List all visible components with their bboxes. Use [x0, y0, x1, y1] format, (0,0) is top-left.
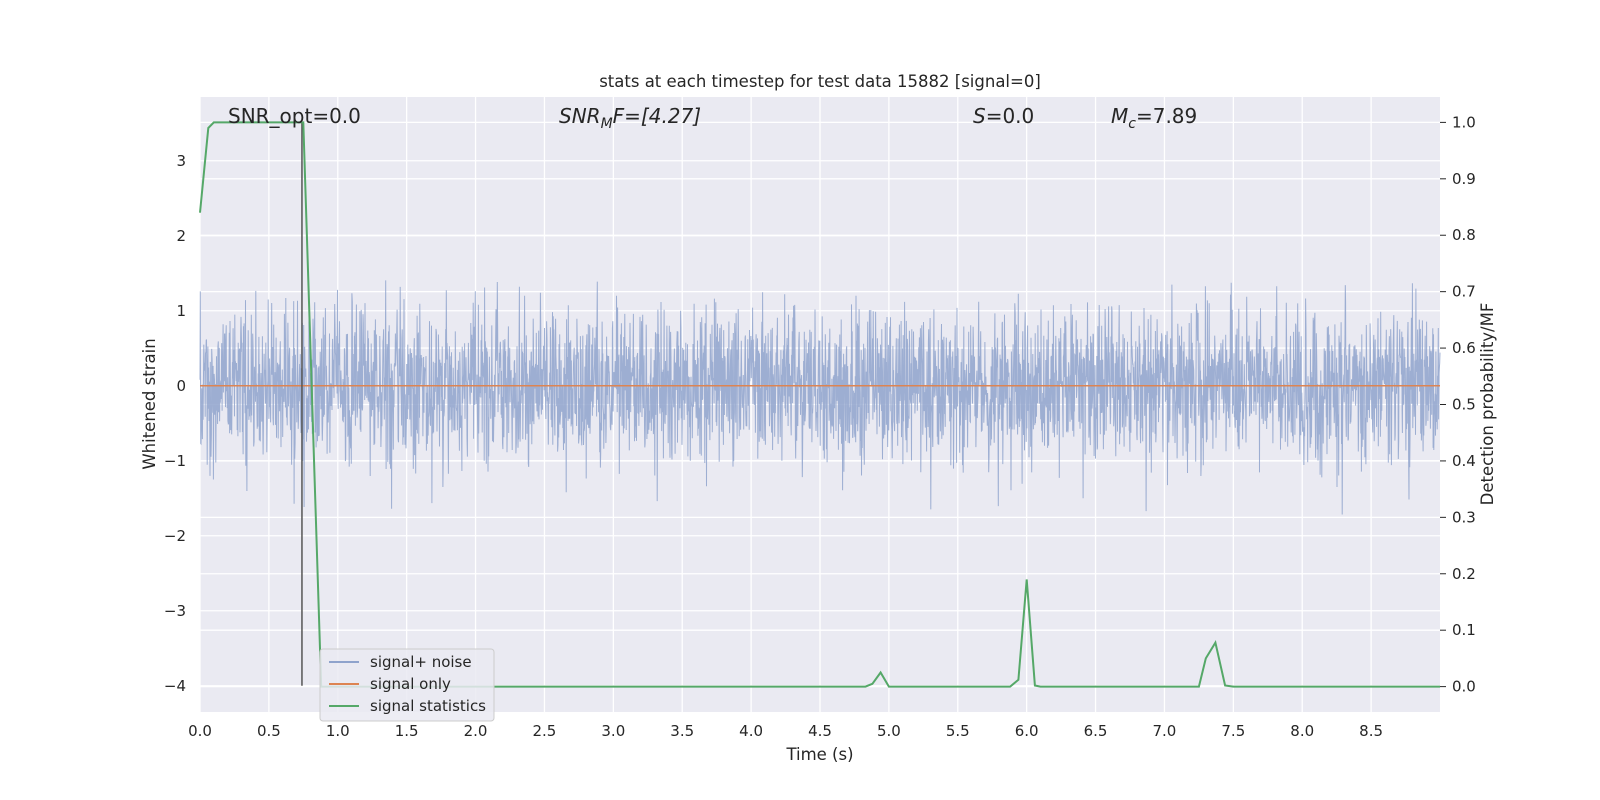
x-tick-label: 8.0: [1290, 722, 1314, 740]
signal-noise-line: [199, 280, 1441, 515]
legend-label-signal-only: signal only: [370, 675, 451, 693]
annotation-snr-mf: SNRMF=[4.27]: [559, 104, 701, 132]
x-tick-label: 2.5: [533, 722, 557, 740]
y2-tick-label: 0.6: [1452, 339, 1476, 357]
annotation-s: S=0.0: [973, 104, 1034, 128]
y2-tick-label: 0.0: [1452, 678, 1476, 696]
x-tick-label: 4.5: [808, 722, 832, 740]
annotation-snr-mf-rest: F=[4.27]: [613, 104, 701, 128]
x-tick-label: 1.5: [395, 722, 419, 740]
annotation-mc-rest: =7.89: [1136, 104, 1197, 128]
y2-tick-label: 0.2: [1452, 565, 1476, 583]
y2-axis-label: Detection probability/MF: [1478, 303, 1497, 506]
y-axis-label: Whitened strain: [140, 338, 159, 469]
x-axis-label: Time (s): [785, 745, 853, 764]
y-tick-label: 2: [176, 227, 186, 245]
x-tick-labels: 0.0 0.5 1.0 1.5 2.0 2.5 3.0 3.5 4.0 4.5 5.0 5.5 6.0 6…: [188, 722, 1383, 740]
y-tick-label: 1: [176, 302, 186, 320]
y2-tick-label: 0.9: [1452, 170, 1476, 188]
x-tick-label: 5.0: [877, 722, 901, 740]
y-tick-label: 0: [176, 377, 186, 395]
x-tick-label: 6.5: [1084, 722, 1108, 740]
series-signal-noise: [199, 280, 1441, 515]
x-tick-label: 7.0: [1153, 722, 1177, 740]
y2-tick-label: 0.4: [1452, 452, 1476, 470]
y-tick-label: −2: [164, 527, 186, 545]
x-tick-label: 0.5: [257, 722, 281, 740]
chart-title: stats at each timestep for test data 158…: [599, 72, 1041, 91]
legend-label-signal-statistics: signal statistics: [370, 697, 486, 715]
y-tick-label: −4: [164, 677, 186, 695]
x-tick-label: 3.0: [601, 722, 625, 740]
series-signal-statistics: [199, 121, 1440, 688]
x-tick-label: 6.0: [1015, 722, 1039, 740]
y2-tick-label: 0.5: [1452, 396, 1476, 414]
x-tick-label: 0.0: [188, 722, 212, 740]
y-tick-labels: −4 −3 −2 −1 0 1 2 3: [164, 152, 186, 695]
x-tick-label: 4.0: [739, 722, 763, 740]
legend-box: [319, 648, 495, 722]
legend: signal+ noise signal only signal statist…: [319, 648, 495, 722]
annotation-mc-main: M: [1111, 104, 1128, 128]
x-tick-label: 1.0: [326, 722, 350, 740]
y2-tick-label: 0.1: [1452, 621, 1476, 639]
x-tick-label: 2.0: [464, 722, 488, 740]
annotation-mc: Mc=7.89: [1111, 104, 1197, 132]
y-tick-label: −3: [164, 602, 186, 620]
legend-label-signal-noise: signal+ noise: [370, 653, 472, 671]
x-tick-label: 3.5: [670, 722, 694, 740]
annotation-s-rest: =0.0: [986, 104, 1035, 128]
annotation-snr-mf-main: SNR: [559, 104, 601, 128]
y-tick-label: −1: [164, 452, 186, 470]
x-tick-label: 5.5: [946, 722, 970, 740]
y-tick-label: 3: [176, 152, 186, 170]
annotation-snr-mf-sub: M: [601, 116, 613, 132]
signal-statistics-line: [199, 121, 1440, 688]
y2-tick-label: 1.0: [1452, 113, 1476, 131]
y2-tick-label: 0.8: [1452, 226, 1476, 244]
annotation-snr-opt: SNR_opt=0.0: [228, 104, 361, 128]
x-tick-label: 7.5: [1221, 722, 1245, 740]
x-tick-label: 8.5: [1359, 722, 1383, 740]
y2-tick-label: 0.3: [1452, 508, 1476, 526]
annotation-s-main: S: [973, 104, 986, 128]
annotation-mc-sub: c: [1128, 116, 1136, 132]
y2-tick-label: 0.7: [1452, 283, 1476, 301]
y2-tick-labels: 0.0 0.1 0.2 0.3 0.4 0.5 0.6 0.7 0.8 0.9 1.0: [1440, 113, 1476, 696]
